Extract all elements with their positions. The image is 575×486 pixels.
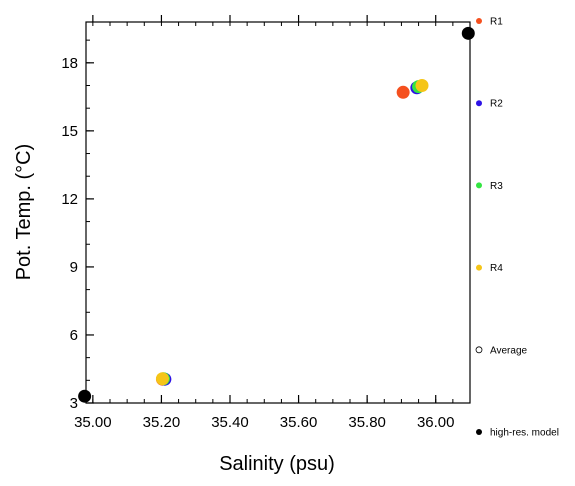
legend-marker-r1	[476, 18, 482, 24]
x-tick-label: 35.60	[280, 414, 318, 431]
x-axis-ticks: 35.00 35.20 35.40 35.60 35.80 36.00	[74, 15, 471, 431]
legend-marker-r2	[476, 100, 482, 107]
x-axis-label: Salinity (psu)	[219, 453, 335, 475]
y-axis-label: Pot. Temp. (°C)	[13, 144, 35, 281]
legend-label-r3: R3	[490, 181, 503, 192]
y-tick-label: 9	[70, 259, 78, 276]
y-tick-label: 12	[61, 191, 78, 208]
legend-label-r1: R1	[490, 17, 503, 28]
x-tick-label: 35.20	[143, 414, 181, 431]
legend-marker-average	[475, 346, 483, 354]
data-point-r4	[155, 372, 169, 386]
data-point-r4	[415, 79, 429, 92]
legend: R1 R2 R3 R4 Average high-res. model	[475, 17, 559, 439]
legend-label-r4: R4	[490, 263, 503, 274]
y-tick-label: 15	[61, 123, 78, 140]
legend-marker-r4	[476, 264, 482, 271]
plot-frame	[85, 21, 471, 404]
legend-label-high-res-model: high-res. model	[490, 428, 559, 439]
legend-marker-r3	[476, 182, 482, 189]
legend-label-average: Average	[490, 345, 528, 356]
x-tick-label: 35.80	[348, 414, 386, 431]
data-point-high-res-model	[461, 26, 475, 40]
y-tick-label: 6	[70, 327, 78, 344]
legend-marker-high-res-model	[476, 429, 482, 435]
x-tick-label: 35.00	[74, 414, 112, 431]
y-axis-ticks: 3 6 9 12 15 18	[61, 39, 94, 412]
data-point-high-res-model	[78, 389, 92, 403]
data-points	[78, 26, 475, 403]
y-tick-label: 3	[70, 395, 78, 412]
y-tick-label: 18	[61, 55, 78, 72]
x-tick-label: 35.40	[211, 414, 249, 431]
data-point-r1	[396, 85, 410, 99]
legend-label-r2: R2	[490, 99, 503, 110]
x-tick-label: 36.00	[417, 414, 455, 431]
